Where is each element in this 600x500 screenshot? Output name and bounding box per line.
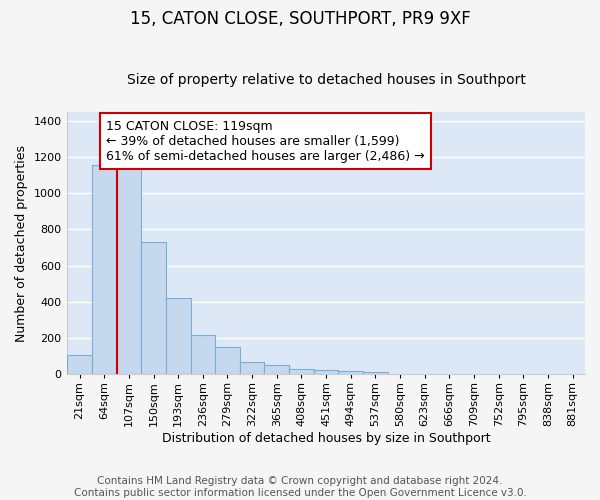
Bar	[191, 334, 215, 374]
Bar	[265, 366, 289, 374]
Bar	[314, 370, 338, 374]
Bar	[289, 368, 314, 374]
Text: 15, CATON CLOSE, SOUTHPORT, PR9 9XF: 15, CATON CLOSE, SOUTHPORT, PR9 9XF	[130, 10, 470, 28]
Bar	[116, 168, 141, 374]
Bar	[363, 372, 388, 374]
Bar	[166, 298, 191, 374]
Text: 15 CATON CLOSE: 119sqm
← 39% of detached houses are smaller (1,599)
61% of semi-: 15 CATON CLOSE: 119sqm ← 39% of detached…	[106, 120, 425, 162]
Bar	[92, 165, 116, 374]
Bar	[338, 372, 363, 374]
X-axis label: Distribution of detached houses by size in Southport: Distribution of detached houses by size …	[162, 432, 490, 445]
Bar	[67, 355, 92, 374]
Title: Size of property relative to detached houses in Southport: Size of property relative to detached ho…	[127, 73, 526, 87]
Text: Contains HM Land Registry data © Crown copyright and database right 2024.
Contai: Contains HM Land Registry data © Crown c…	[74, 476, 526, 498]
Y-axis label: Number of detached properties: Number of detached properties	[15, 144, 28, 342]
Bar	[240, 362, 265, 374]
Bar	[215, 347, 240, 374]
Bar	[141, 242, 166, 374]
